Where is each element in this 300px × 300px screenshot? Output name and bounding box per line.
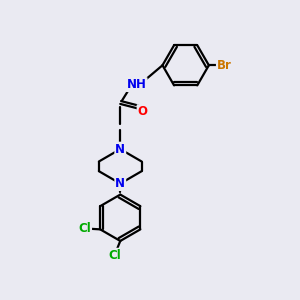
Text: Cl: Cl bbox=[78, 222, 91, 235]
Text: Br: Br bbox=[217, 59, 232, 72]
Text: N: N bbox=[115, 177, 125, 190]
Text: O: O bbox=[138, 105, 148, 118]
Text: Cl: Cl bbox=[109, 249, 121, 262]
Text: N: N bbox=[115, 142, 125, 156]
Text: NH: NH bbox=[127, 78, 147, 91]
